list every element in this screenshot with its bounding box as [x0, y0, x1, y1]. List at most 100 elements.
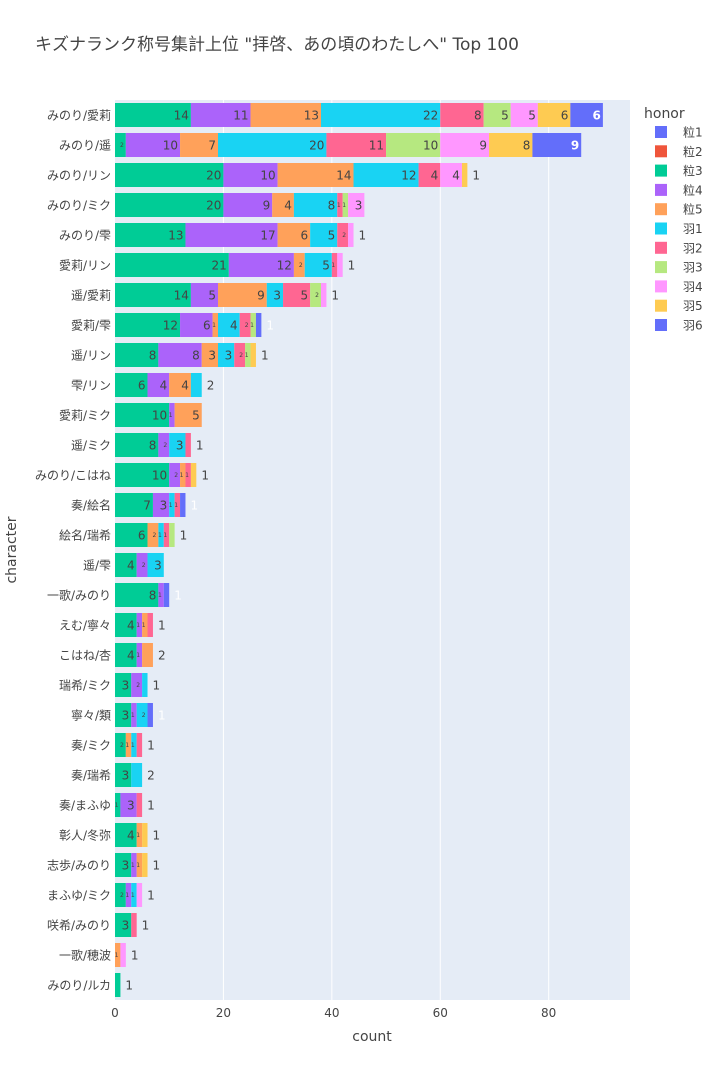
bar-segment — [228, 253, 294, 277]
bar-segment — [142, 853, 148, 877]
legend-item[interactable]: 羽5 — [655, 299, 703, 313]
bar-segment — [125, 133, 181, 157]
bar-segment — [283, 283, 311, 307]
segment-value-label: 1 — [169, 502, 173, 509]
x-tick-label: 80 — [541, 1006, 556, 1020]
bar-segment — [174, 493, 181, 517]
bar-segment — [115, 523, 148, 547]
bar-segment — [131, 703, 137, 727]
legend-item[interactable]: 粒3 — [655, 163, 703, 178]
category-label: みのり/こはね — [35, 469, 111, 483]
bar-segment — [136, 613, 143, 637]
legend-swatch — [655, 319, 667, 331]
category-label: 奏/ミク — [71, 739, 111, 753]
bar-segment — [115, 853, 132, 877]
segment-value-label: 4 — [181, 378, 189, 392]
segment-value-label: 4 — [127, 828, 135, 842]
bar-segment — [131, 673, 143, 697]
bar-segment — [115, 823, 137, 847]
segment-value-label: 6 — [138, 528, 146, 542]
bar-segment — [185, 223, 278, 247]
legend-swatch — [655, 299, 667, 312]
segment-value-label: 1 — [348, 259, 356, 273]
segment-value-label: 2 — [147, 769, 155, 783]
segment-value-label: 1 — [131, 949, 139, 963]
segment-value-label: 5 — [501, 108, 509, 122]
legend-item[interactable]: 羽6 — [655, 319, 703, 333]
legend-item[interactable]: 羽1 — [655, 222, 703, 236]
bar-segment — [277, 223, 311, 247]
legend-item[interactable]: 羽4 — [655, 280, 703, 294]
bar-segment — [239, 313, 251, 337]
segment-value-label: 20 — [309, 138, 324, 152]
segment-value-label: 1 — [125, 979, 133, 993]
segment-value-label: 3 — [122, 678, 130, 692]
segment-value-label: 14 — [174, 288, 189, 302]
bar-segment — [115, 973, 121, 997]
bar-row: 20 10 14 12 4 4 1 — [115, 163, 480, 187]
segment-value-label: 1 — [261, 349, 269, 363]
legend-swatch — [655, 280, 667, 293]
segment-value-label: 1 — [472, 169, 480, 183]
segment-value-label: 9 — [571, 138, 579, 152]
segment-value-label: 3 — [225, 348, 233, 362]
legend-item[interactable]: 羽2 — [655, 241, 703, 255]
segment-value-label: 4 — [127, 618, 135, 632]
bar-row: 14 11 13 22 8 5 5 6 6 — [115, 103, 603, 127]
legend-item[interactable]: 粒2 — [655, 144, 703, 159]
bar-segment — [310, 283, 321, 307]
bar-row: 12 6 1 4 2 1 1 — [115, 313, 274, 337]
segment-value-label: 1 — [115, 952, 119, 959]
bar-segment — [136, 823, 143, 847]
segment-value-label: 11 — [369, 138, 384, 152]
segment-value-label: 4 — [452, 168, 460, 182]
bar-segment — [321, 283, 327, 307]
bar-segment — [136, 643, 143, 667]
bar-segment — [570, 103, 603, 127]
legend-label: 羽6 — [683, 319, 703, 333]
bar-segment — [174, 403, 202, 427]
category-label: 雫/リン — [71, 379, 111, 393]
category-label: 咲希/みのり — [47, 918, 111, 933]
category-label: まふゆ/ミク — [47, 889, 111, 903]
segment-value-label: 5 — [328, 228, 336, 242]
bar-segment — [147, 523, 159, 547]
bar-segment — [266, 283, 284, 307]
bar-segment — [115, 943, 121, 967]
legend-label: 羽5 — [683, 299, 703, 313]
segment-value-label: 2 — [299, 262, 303, 269]
segment-value-label: 21 — [212, 258, 227, 272]
segment-value-label: 1 — [174, 502, 178, 509]
bar-segment — [147, 553, 164, 577]
segment-value-label: 20 — [206, 198, 221, 212]
category-label: 奏/絵名 — [71, 498, 111, 513]
bar-segment — [440, 133, 490, 157]
legend-item[interactable]: 粒4 — [655, 182, 703, 197]
segment-value-label: 4 — [284, 198, 292, 212]
bar-segment — [147, 613, 153, 637]
bar-segment — [180, 313, 213, 337]
bar-segment — [131, 763, 143, 787]
legend-item[interactable]: 粒5 — [655, 202, 703, 217]
legend-item[interactable]: 粒1 — [655, 125, 703, 140]
bar-segment — [147, 703, 153, 727]
x-tick-label: 40 — [324, 1006, 339, 1020]
segment-value-label: 14 — [174, 108, 189, 122]
segment-value-label: 4 — [230, 318, 238, 332]
bar-segment — [461, 163, 468, 187]
bar-row: 2 10 7 20 11 10 9 8 9 — [115, 133, 582, 157]
segment-value-label: 12 — [277, 258, 292, 272]
legend-item[interactable]: 羽3 — [655, 261, 703, 275]
bar-segment — [190, 103, 251, 127]
bar-row: 20 9 4 8 1 1 3 — [115, 193, 365, 217]
bar-segment — [250, 313, 256, 337]
